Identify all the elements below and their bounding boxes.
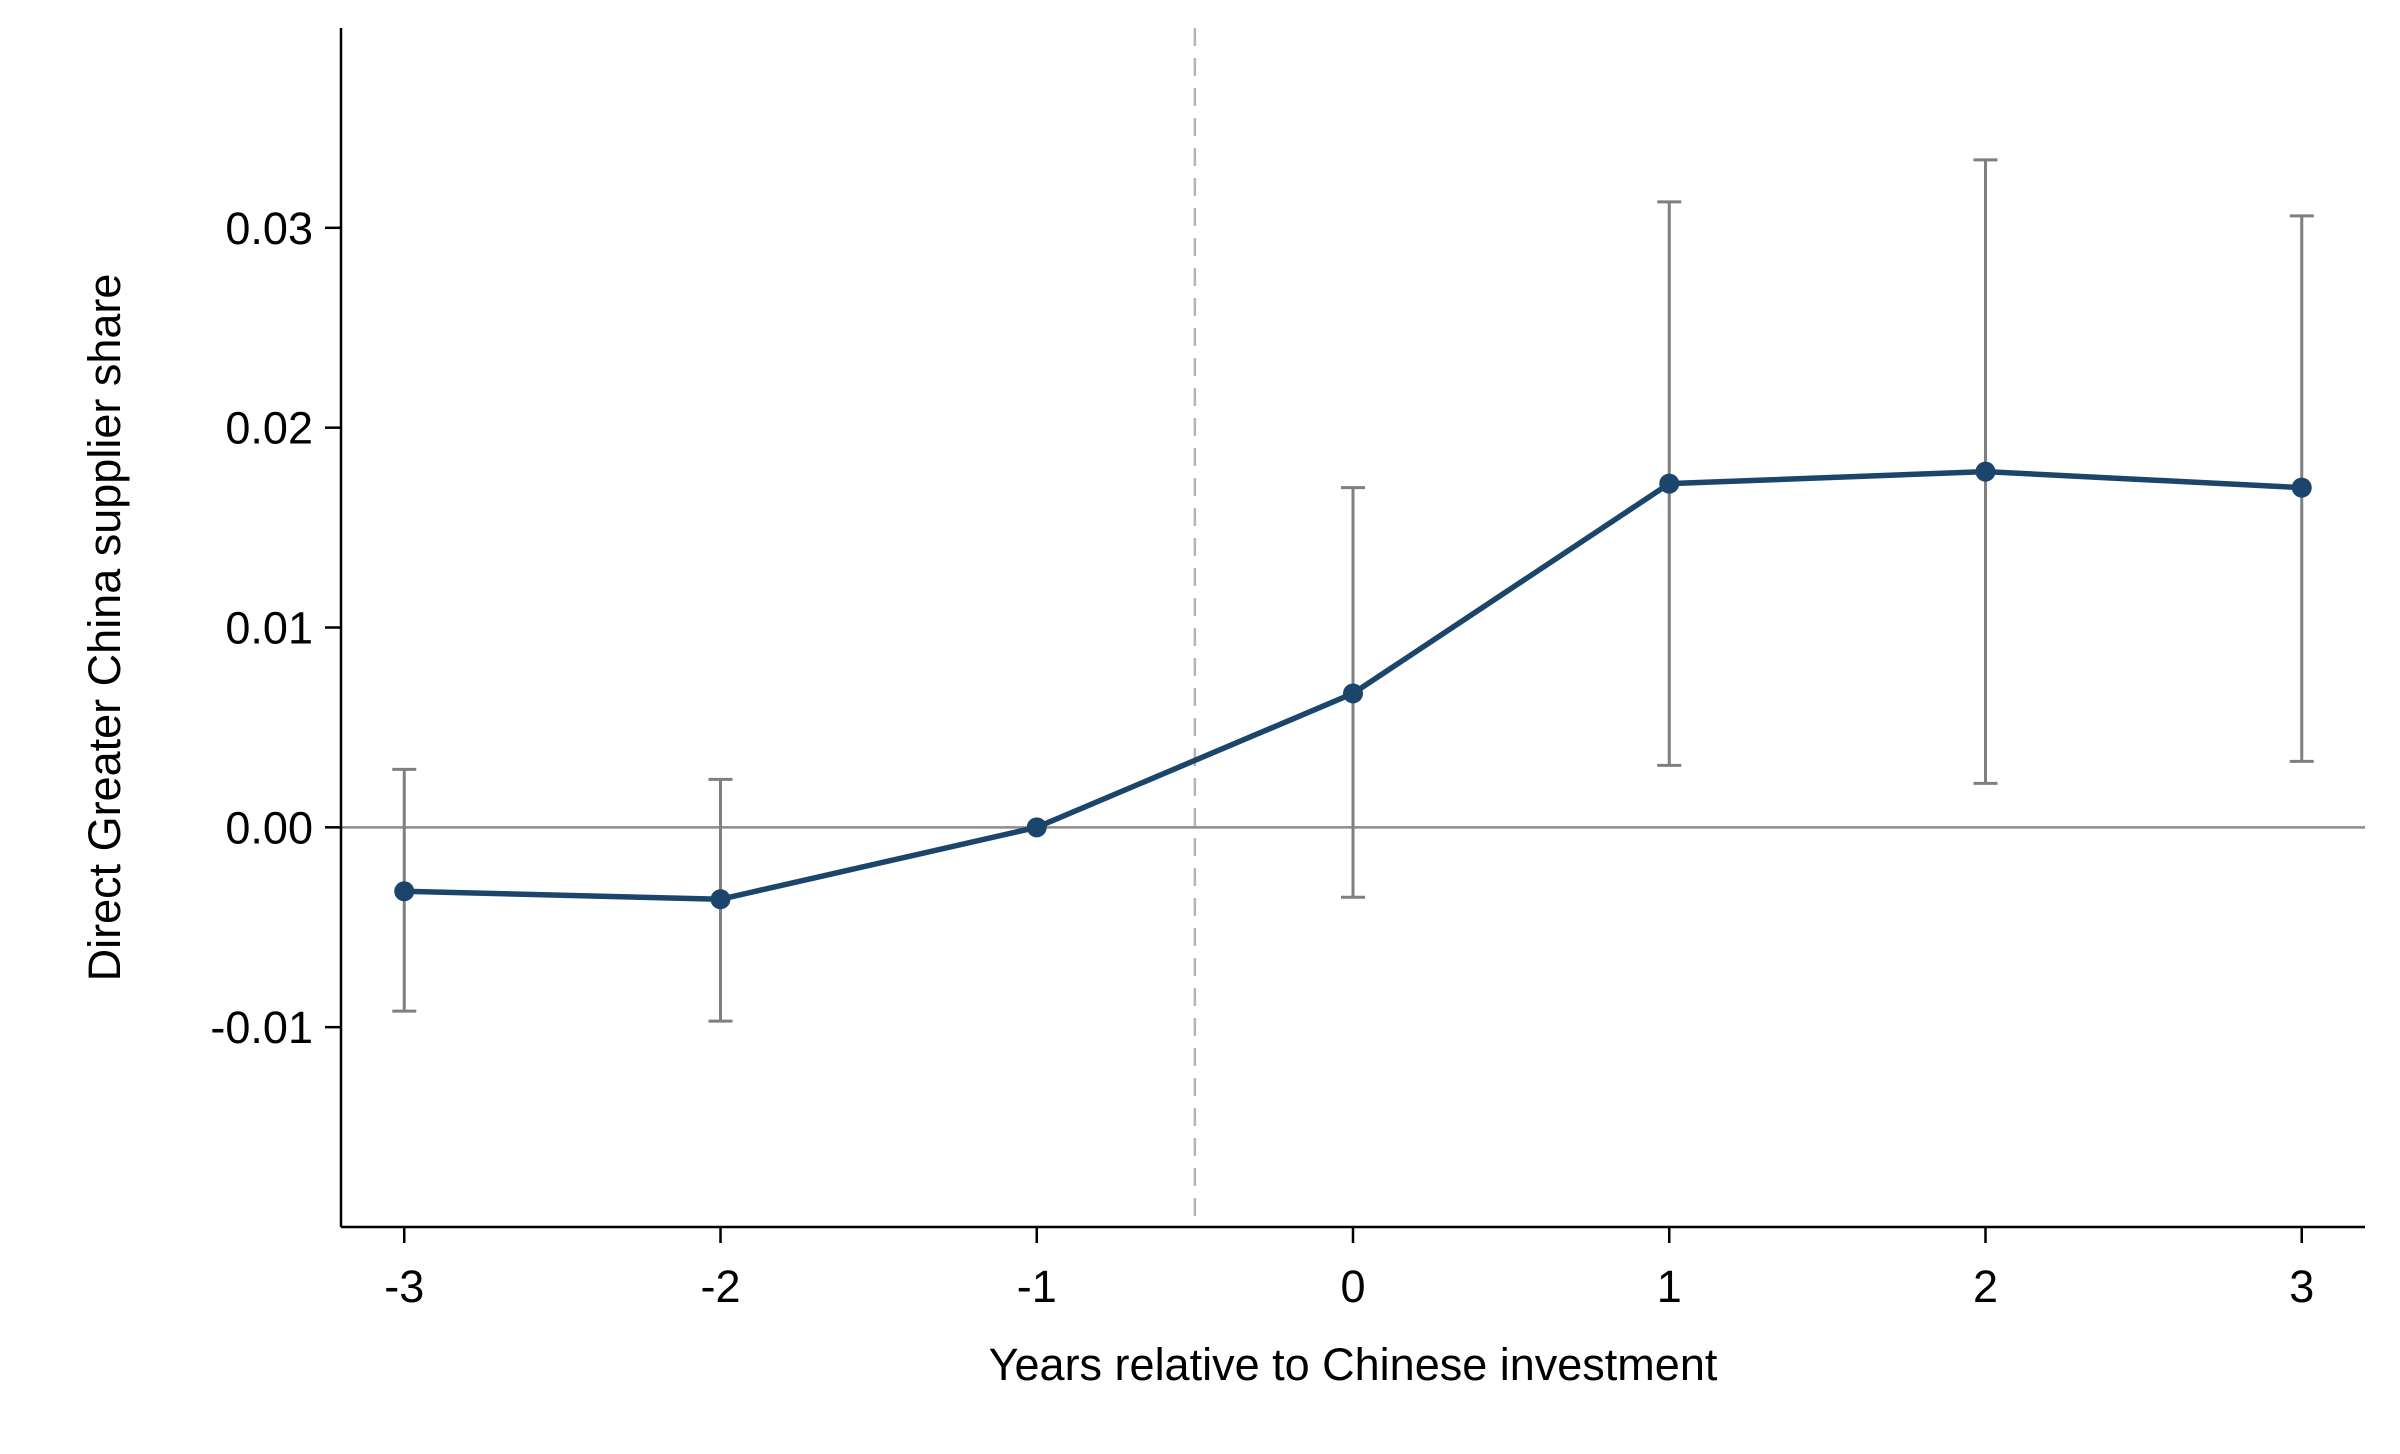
x-tick-label: 0 — [1340, 1261, 1365, 1312]
y-tick-label: -0.01 — [210, 1002, 313, 1053]
y-tick-label: 0.01 — [225, 603, 313, 654]
confidence-intervals — [392, 158, 2314, 1023]
data-point — [1975, 461, 1996, 482]
series — [394, 461, 2312, 910]
x-tick-label: -2 — [700, 1261, 740, 1312]
data-point — [1659, 473, 1680, 494]
x-tick-label: 3 — [2289, 1261, 2314, 1312]
data-point — [2291, 477, 2312, 498]
x-tick-label: -1 — [1017, 1261, 1057, 1312]
y-axis-title: Direct Greater China supplier share — [79, 274, 130, 982]
y-tick-label: 0.02 — [225, 403, 313, 454]
x-tick-label: 1 — [1657, 1261, 1682, 1312]
x-tick-label: -3 — [384, 1261, 424, 1312]
y-tick-label: 0.03 — [225, 203, 313, 254]
data-point — [394, 881, 415, 902]
data-point — [1026, 817, 1047, 838]
y-tick-label: 0.00 — [225, 802, 313, 853]
x-tick-label: 2 — [1973, 1261, 1998, 1312]
data-point — [710, 889, 731, 910]
data-point — [1343, 683, 1363, 704]
axis-labels: Years relative to Chinese investment Dir… — [79, 274, 1718, 1390]
axes: -0.01 0.00 0.01 0.02 0.03 -3 -2 -1 0 1 2 3 — [210, 28, 2365, 1312]
x-axis-title: Years relative to Chinese investment — [989, 1339, 1718, 1390]
